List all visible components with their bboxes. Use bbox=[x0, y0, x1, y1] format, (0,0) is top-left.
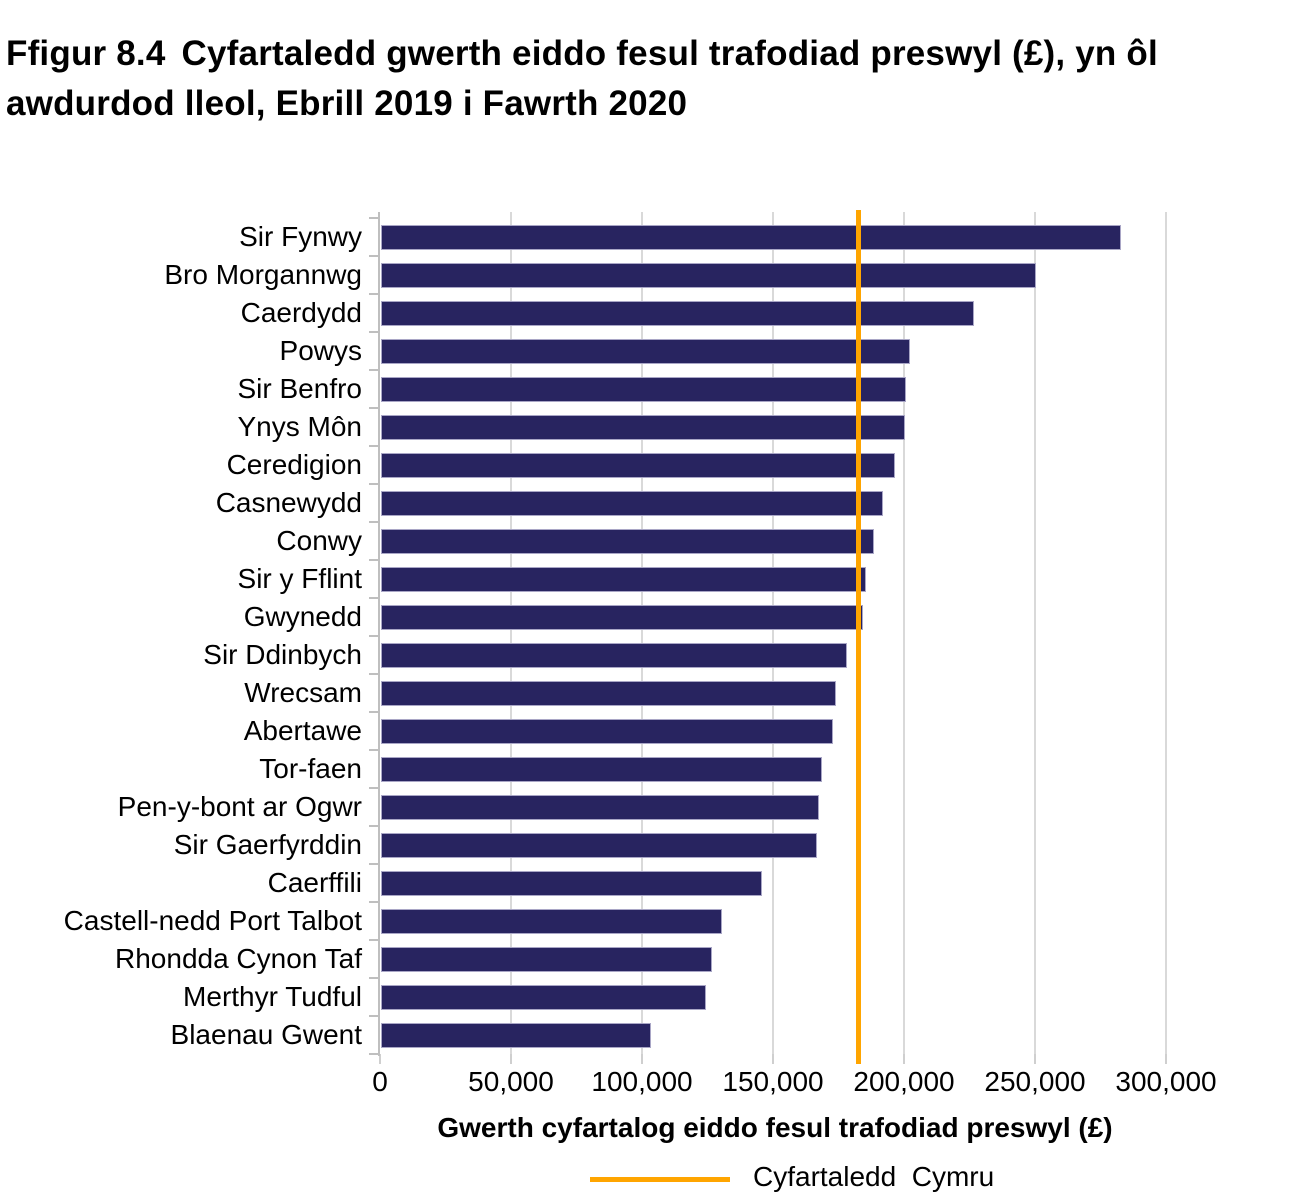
y-axis-tick bbox=[369, 749, 378, 751]
category-label: Sir Gaerfyrddin bbox=[173, 829, 362, 860]
y-axis-tick bbox=[369, 635, 378, 637]
y-axis-tick bbox=[369, 787, 378, 789]
category-label: Wrecsam bbox=[244, 677, 362, 708]
category-label: Casnewydd bbox=[215, 487, 362, 518]
x-gridline bbox=[903, 212, 905, 1054]
x-axis-tick bbox=[510, 1054, 512, 1064]
x-gridline bbox=[1034, 212, 1036, 1054]
y-axis-tick bbox=[369, 673, 378, 675]
y-axis-tick bbox=[369, 825, 378, 827]
category-label: Sir Ddinbych bbox=[203, 639, 362, 670]
x-gridline bbox=[772, 212, 774, 1054]
chart-title-text: Cyfartaledd gwerth eiddo fesul trafodiad… bbox=[6, 34, 1158, 124]
category-label: Castell-nedd Port Talbot bbox=[63, 905, 362, 936]
category-label: Caerdydd bbox=[240, 297, 362, 328]
x-gridline bbox=[510, 212, 512, 1054]
x-axis-tick bbox=[641, 1054, 643, 1064]
category-label: Caerffili bbox=[267, 867, 362, 898]
bar-conwy bbox=[381, 528, 874, 554]
category-label: Tor-faen bbox=[259, 753, 362, 784]
chart-title-figure-number: Ffigur 8.4 bbox=[6, 34, 166, 74]
bar-bro-morgannwg bbox=[381, 262, 1036, 288]
bar-caerffili bbox=[381, 870, 762, 896]
bar-ynys-m-n bbox=[381, 414, 905, 440]
bar-rhondda-cynon-taf bbox=[381, 946, 712, 972]
category-label: Ynys Môn bbox=[237, 411, 363, 442]
bar-powys bbox=[381, 338, 910, 364]
bar-sir-fynwy bbox=[381, 224, 1121, 250]
y-axis-tick bbox=[369, 293, 378, 295]
y-axis-tick bbox=[369, 483, 378, 485]
bar-blaenau-gwent bbox=[381, 1022, 651, 1048]
category-label: Pen-y-bont ar Ogwr bbox=[117, 791, 362, 822]
x-axis-title: Gwerth cyfartalog eiddo fesul trafodiad … bbox=[437, 1112, 1113, 1143]
x-axis-tick bbox=[903, 1054, 905, 1064]
y-axis-tick bbox=[369, 863, 378, 865]
category-label: Rhondda Cynon Taf bbox=[115, 943, 362, 974]
category-label: Sir Benfro bbox=[237, 373, 363, 404]
category-label: Bro Morgannwg bbox=[164, 259, 362, 290]
x-tick-label: 200,000 bbox=[853, 1066, 955, 1097]
chart-title: Ffigur 8.4 Cyfartaledd gwerth eiddo fesul… bbox=[6, 29, 1288, 129]
bar-sir-gaerfyrddin bbox=[381, 832, 817, 858]
x-axis-tick bbox=[772, 1054, 774, 1064]
x-axis-tick bbox=[1034, 1054, 1036, 1064]
x-tick-label: 0 bbox=[372, 1066, 388, 1097]
x-tick-label: 50,000 bbox=[468, 1066, 554, 1097]
y-axis-tick bbox=[369, 521, 378, 523]
bar-tor-faen bbox=[381, 756, 822, 782]
x-tick-label: 300,000 bbox=[1115, 1066, 1217, 1097]
category-label: Abertawe bbox=[243, 715, 362, 746]
y-axis-tick bbox=[369, 369, 378, 371]
bar-sir-benfro bbox=[381, 376, 906, 402]
category-label: Conwy bbox=[276, 525, 362, 556]
bar-abertawe bbox=[381, 718, 833, 744]
y-axis-tick bbox=[369, 255, 378, 257]
y-axis-tick bbox=[369, 1015, 378, 1017]
category-label: Blaenau Gwent bbox=[170, 1019, 362, 1050]
bar-caerdydd bbox=[381, 300, 974, 326]
category-label: Ceredigion bbox=[226, 449, 362, 480]
legend-reference-line-swatch bbox=[590, 1177, 730, 1182]
legend-reference-line-label: Cyfartaledd Cymru bbox=[753, 1161, 995, 1192]
category-label: Merthyr Tudful bbox=[183, 981, 362, 1012]
y-axis-tick bbox=[369, 217, 378, 219]
y-axis-tick bbox=[369, 939, 378, 941]
bar-casnewydd bbox=[381, 490, 883, 516]
y-axis-line bbox=[378, 212, 380, 1056]
y-axis-tick bbox=[369, 407, 378, 409]
y-axis-tick bbox=[369, 901, 378, 903]
bar-sir-y-fflint bbox=[381, 566, 866, 592]
y-axis-tick bbox=[369, 331, 378, 333]
reference-line-wales-average bbox=[855, 210, 861, 1064]
bar-merthyr-tudful bbox=[381, 984, 706, 1010]
x-tick-label: 150,000 bbox=[722, 1066, 824, 1097]
y-axis-tick bbox=[369, 559, 378, 561]
x-axis-tick bbox=[379, 1054, 381, 1064]
bar-gwynedd bbox=[381, 604, 863, 630]
x-tick-label: 250,000 bbox=[984, 1066, 1086, 1097]
x-tick-label: 100,000 bbox=[591, 1066, 693, 1097]
bar-pen-y-bont-ar-ogwr bbox=[381, 794, 819, 820]
bar-wrecsam bbox=[381, 680, 836, 706]
category-label: Powys bbox=[279, 335, 362, 366]
y-axis-tick bbox=[369, 977, 378, 979]
bar-castell-nedd-port-talbot bbox=[381, 908, 722, 934]
x-axis-tick bbox=[1165, 1054, 1167, 1064]
x-gridline bbox=[1165, 212, 1167, 1054]
bar-ceredigion bbox=[381, 452, 895, 478]
y-axis-tick bbox=[369, 445, 378, 447]
y-axis-tick bbox=[369, 711, 378, 713]
y-axis-tick bbox=[369, 597, 378, 599]
category-label: Gwynedd bbox=[243, 601, 362, 632]
y-axis-tick bbox=[369, 1053, 378, 1055]
x-gridline bbox=[641, 212, 643, 1054]
bar-sir-ddinbych bbox=[381, 642, 847, 668]
category-label: Sir Fynwy bbox=[239, 221, 362, 252]
category-label: Sir y Fflint bbox=[237, 563, 362, 594]
